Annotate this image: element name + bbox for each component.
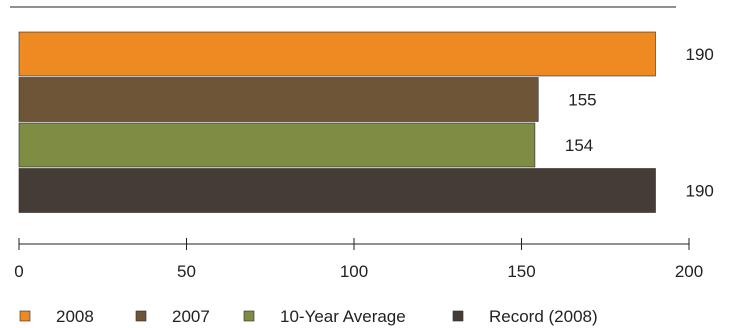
legend-label-0: 2008 <box>56 307 94 326</box>
legend-swatch-1 <box>135 310 147 322</box>
legend-swatch-0 <box>19 310 31 322</box>
x-tick-label-2: 100 <box>340 262 368 281</box>
x-tick-label-0: 0 <box>14 262 23 281</box>
legend-label-2: 10-Year Average <box>280 307 406 326</box>
value-labels-group: 190 155 154 190 <box>565 45 714 201</box>
legend-label-1: 2007 <box>172 307 210 326</box>
bars-group <box>18 31 656 213</box>
x-tick-label-4: 200 <box>675 262 703 281</box>
value-label-1: 155 <box>568 91 596 110</box>
x-axis: 0 50 100 150 200 <box>14 238 703 281</box>
legend-swatch-3 <box>452 310 464 322</box>
bar-3 <box>18 168 656 213</box>
value-label-0: 190 <box>686 45 714 64</box>
bar-0 <box>18 31 656 77</box>
value-label-3: 190 <box>686 182 714 201</box>
legend-label-3: Record (2008) <box>489 307 598 326</box>
legend: 2008 2007 10-Year Average Record (2008) <box>19 307 598 326</box>
bar-2 <box>18 122 536 168</box>
x-tick-label-3: 150 <box>507 262 535 281</box>
legend-swatch-2 <box>243 310 255 322</box>
value-label-2: 154 <box>565 136 593 155</box>
x-tick-label-1: 50 <box>177 262 196 281</box>
bar-1 <box>18 77 539 122</box>
